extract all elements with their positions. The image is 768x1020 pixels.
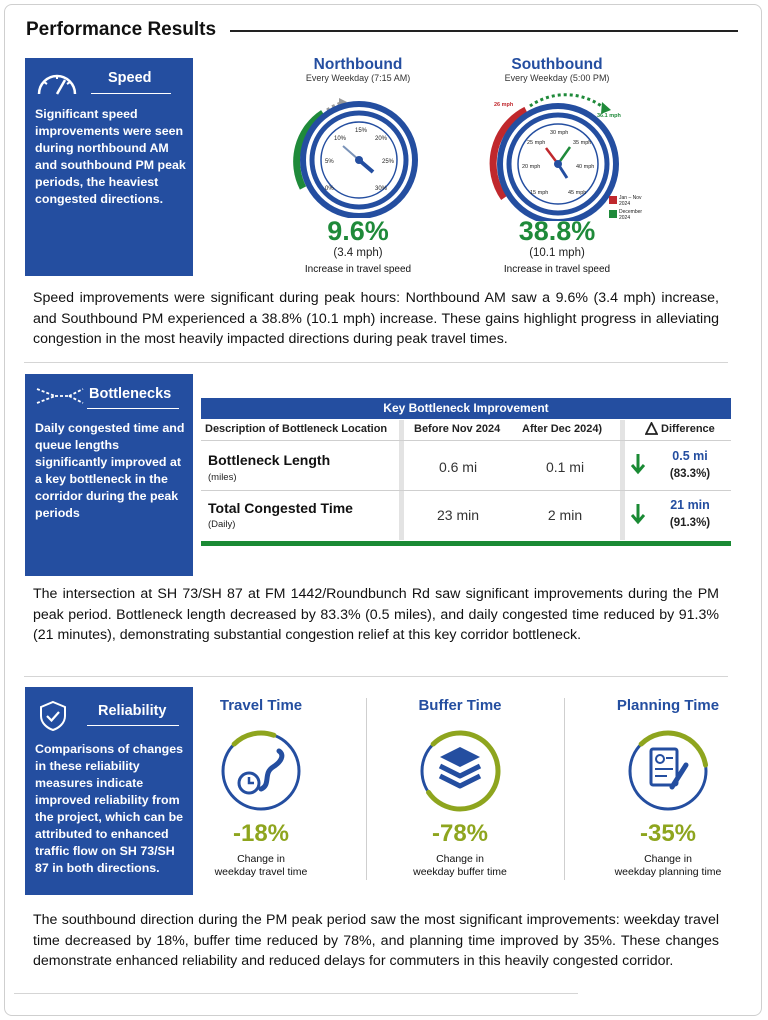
travel-time-pct: -18%	[232, 820, 290, 847]
page-title: Performance Results	[26, 19, 217, 40]
southbound-pct: 38.8%	[518, 216, 596, 246]
planning-time-pct: -35%	[639, 820, 697, 847]
sb-start-label: 26 mph	[494, 102, 514, 108]
travel-time-gauge	[221, 730, 301, 811]
southbound-subtitle: Every Weekday (5:00 PM)	[504, 73, 610, 83]
travel-time-caption-line2: weekday travel time	[214, 866, 308, 878]
row-sub-miles: (miles)	[208, 472, 237, 483]
down-arrow-icon	[631, 454, 645, 475]
sb-tick-label: 25 mph	[527, 140, 545, 146]
legend-swatch-green	[609, 210, 617, 218]
nb-tick-label: 15%	[355, 128, 368, 134]
sb-tick-label: 20 mph	[522, 164, 540, 170]
northbound-title: Northbound	[313, 56, 403, 73]
cell-before: 0.6 mi	[438, 459, 478, 475]
nb-tick-label: 25%	[382, 159, 395, 165]
southbound-caption: Increase in travel speed	[503, 264, 611, 275]
speed-panel-body: Significant speed improvements were seen…	[35, 107, 186, 206]
planning-time-title: Planning Time	[616, 697, 720, 714]
page-frame	[4, 4, 762, 1016]
nb-tick-label: 0%	[325, 186, 334, 192]
bottlenecks-panel-underline	[87, 408, 179, 409]
sb-tick-label: 40 mph	[576, 164, 594, 170]
down-arrow-icon	[631, 504, 645, 525]
legend-label-december: December 2024	[619, 209, 643, 221]
bottlenecks-panel-body: Daily congested time and queue lengths s…	[35, 421, 185, 520]
column-divider	[620, 420, 625, 540]
speed-paragraph: Speed improvements were significant duri…	[33, 290, 719, 347]
cell-before: 23 min	[436, 507, 480, 523]
travel-time-title: Travel Time	[219, 697, 303, 714]
northbound-caption: Increase in travel speed	[304, 264, 412, 275]
northbound-pct: 9.6%	[327, 216, 389, 246]
row-sub-daily: (Daily)	[208, 519, 236, 530]
diff-value: 0.5 mi	[672, 449, 708, 463]
delta-icon	[645, 422, 658, 435]
section-separator	[24, 362, 728, 363]
speed-panel-title: Speed	[108, 70, 152, 86]
speed-panel: Speed Significant speed improvements wer…	[25, 58, 193, 276]
buffer-time-title: Buffer Time	[418, 697, 502, 714]
bottlenecks-panel: Bottlenecks Daily congested time and que…	[25, 374, 193, 576]
title-rule	[230, 30, 738, 32]
speed-panel-underline	[91, 93, 171, 94]
cell-after: 2 min	[547, 507, 583, 523]
col-header-after: After Dec 2024)	[522, 423, 603, 435]
table-rule	[201, 490, 731, 491]
reliability-paragraph: The southbound direction during the PM p…	[33, 912, 719, 969]
legend-label-jan-nov: Jan – Nov 2024	[619, 195, 642, 207]
northbound-gauge: 0% 5% 10% 15% 20% 25% 30%	[293, 98, 418, 218]
planning-time-caption-line1: Change in	[644, 853, 692, 865]
section-separator	[24, 676, 728, 677]
bottom-separator	[14, 993, 578, 994]
southbound-mph: (10.1 mph)	[529, 247, 585, 259]
buffer-time-pct: -78%	[431, 820, 489, 847]
nb-tick-label: 30%	[375, 186, 388, 192]
sb-tick-label: 45 mph	[568, 190, 586, 196]
col-header-description: Description of Bottleneck Location	[205, 423, 388, 435]
travel-time-caption-line1: Change in	[237, 853, 285, 865]
planning-time-gauge	[628, 730, 709, 811]
col-header-difference: Difference	[661, 423, 715, 435]
buffer-time-caption-line1: Change in	[436, 853, 484, 865]
southbound-gauge: 26 mph 36.1 mph 15 mph 20 mph 25 mph 30 …	[489, 93, 621, 221]
column-divider	[564, 698, 565, 880]
buffer-time-gauge	[420, 730, 501, 812]
table-title: Key Bottleneck Improvement	[201, 398, 731, 419]
column-divider	[399, 420, 404, 540]
shield-check-icon	[40, 700, 66, 732]
buffer-time-caption-line2: weekday buffer time	[413, 866, 507, 878]
row-label-total-congested-time: Total Congested Time	[208, 500, 353, 516]
diff-percent: (83.3%)	[669, 468, 711, 480]
diff-value: 21 min	[670, 498, 710, 512]
cell-after: 0.1 mi	[545, 459, 585, 475]
reliability-panel-body: Comparisons of changes in these reliabil…	[35, 742, 184, 875]
row-label-bottleneck-length: Bottleneck Length	[208, 452, 331, 468]
southbound-title: Southbound	[511, 56, 603, 73]
sb-end-label: 36.1 mph	[597, 113, 621, 119]
northbound-mph: (3.4 mph)	[333, 247, 383, 259]
diff-percent: (91.3%)	[669, 517, 711, 529]
bottlenecks-panel-title: Bottlenecks	[89, 386, 172, 402]
nb-tick-label: 20%	[375, 136, 388, 142]
col-header-before: Before Nov 2024	[414, 423, 501, 435]
northbound-subtitle: Every Weekday (7:15 AM)	[305, 73, 411, 83]
reliability-panel-title: Reliability	[98, 703, 167, 719]
speedometer-icon	[37, 74, 77, 95]
sb-tick-label: 30 mph	[550, 130, 568, 136]
sb-tick-label: 35 mph	[573, 140, 591, 146]
column-divider	[366, 698, 367, 880]
sb-tick-label: 15 mph	[530, 190, 548, 196]
bottlenecks-paragraph: The intersection at SH 73/SH 87 at FM 14…	[33, 586, 719, 643]
nb-tick-label: 5%	[325, 159, 334, 165]
reliability-panel-underline	[87, 725, 179, 726]
table-rule	[201, 440, 731, 441]
nb-tick-label: 10%	[334, 136, 347, 142]
table-bottom-rule	[201, 541, 731, 546]
planning-time-caption-line2: weekday planning time	[614, 866, 722, 878]
legend-swatch-red	[609, 196, 617, 204]
reliability-panel: Reliability Comparisons of changes in th…	[25, 687, 193, 895]
traffic-merge-icon	[36, 388, 84, 404]
